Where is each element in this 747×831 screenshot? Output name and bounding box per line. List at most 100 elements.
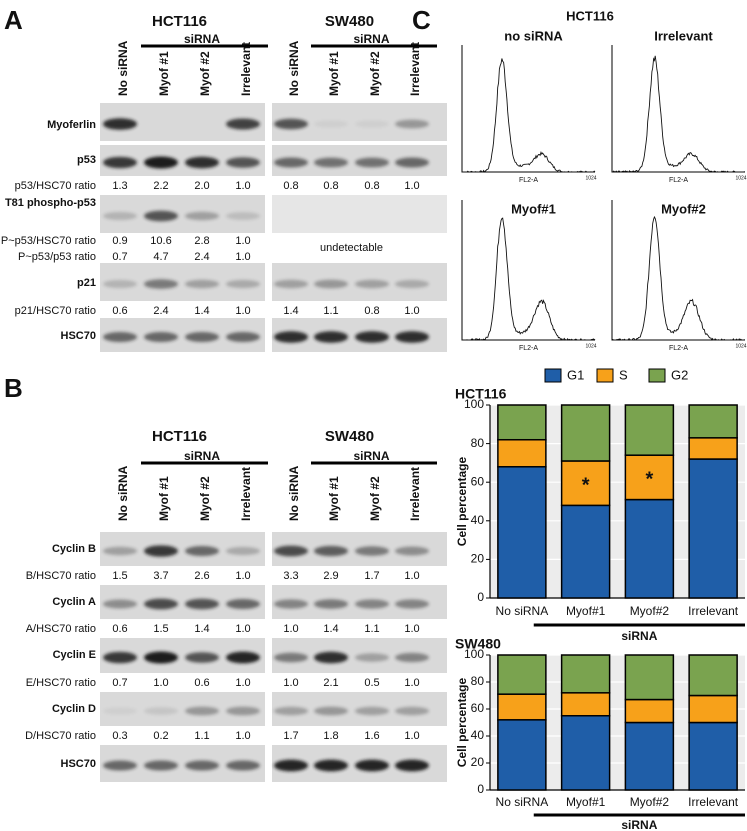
ratio-value: 1.0 <box>404 677 419 689</box>
bar-segment <box>688 404 738 439</box>
ratio-value: 1.1 <box>323 305 338 317</box>
bar-segment <box>688 437 738 460</box>
blot-band <box>103 651 137 664</box>
blot-band <box>274 706 308 716</box>
blot-band <box>144 598 178 610</box>
blot-band <box>355 706 389 716</box>
cell-line-title: HCT116 <box>152 428 207 445</box>
group-label: siRNA <box>621 629 657 643</box>
ratio-value: 0.2 <box>153 730 168 742</box>
blot-band <box>103 156 137 169</box>
blot-band <box>355 120 389 128</box>
y-tick-label: 100 <box>464 647 484 661</box>
histogram-xlabel: FL2-A <box>669 177 688 184</box>
ratio-value: 1.7 <box>364 570 379 582</box>
ratio-value: 1.0 <box>235 251 250 263</box>
blot-label: Cyclin A <box>52 596 96 608</box>
blot-band <box>226 212 260 220</box>
y-tick-label: 80 <box>471 674 485 688</box>
ratio-value: 1.5 <box>112 570 127 582</box>
legend-swatch <box>648 368 666 383</box>
ratio-value: 1.3 <box>112 180 127 192</box>
lane-label: Irrelevant <box>239 467 253 521</box>
ratio-value: 0.9 <box>112 235 127 247</box>
y-tick-label: 40 <box>471 513 485 527</box>
ratio-value: 2.1 <box>323 677 338 689</box>
ratio-value: 4.7 <box>153 251 168 263</box>
blot-band <box>185 760 219 771</box>
ratio-value: 0.8 <box>364 305 379 317</box>
blot-band <box>226 279 260 289</box>
blot-band <box>395 279 429 289</box>
blot-band <box>314 157 348 168</box>
ratio-value: 1.4 <box>323 623 338 635</box>
bar-segment <box>624 721 675 791</box>
bar-segment <box>497 719 547 791</box>
blot-band <box>103 280 137 288</box>
ratio-value: 2.4 <box>153 305 168 317</box>
blot-band <box>185 279 219 289</box>
ratio-value: 0.5 <box>364 677 379 689</box>
bar-segment <box>560 654 611 694</box>
blot-band <box>103 118 137 130</box>
blot-band <box>274 157 308 168</box>
x-tick-label: No siRNA <box>496 604 549 618</box>
ratio-label: p21/HSC70 ratio <box>15 305 96 317</box>
histogram-axes <box>461 200 595 341</box>
blot-band <box>274 599 308 609</box>
legend-label: S <box>619 367 628 382</box>
blot-band <box>395 652 429 663</box>
legend-label: G2 <box>671 367 688 382</box>
histogram-title: Irrelevant <box>654 28 713 43</box>
blot-band <box>185 546 219 556</box>
ratio-value: 0.8 <box>283 180 298 192</box>
ratio-value: 1.1 <box>364 623 379 635</box>
blot-label: p21 <box>77 277 96 289</box>
lane-label: Irrelevant <box>408 42 422 96</box>
x-tick-label: Myof#2 <box>630 604 670 618</box>
ratio-value: 1.0 <box>235 730 250 742</box>
ratio-value: 1.0 <box>235 305 250 317</box>
blot-label: HSC70 <box>61 758 96 770</box>
lane-label: No siRNA <box>287 465 301 521</box>
histogram-title: Myof#2 <box>661 201 706 216</box>
ratio-value: 2.9 <box>323 570 338 582</box>
ratio-value: 2.8 <box>194 235 209 247</box>
lane-label: Myof #2 <box>368 51 382 96</box>
histogram-curve <box>612 55 746 173</box>
lane-label: Myof #1 <box>327 51 341 96</box>
ratio-label: B/HSC70 ratio <box>26 570 96 582</box>
x-tick-label: Myof#1 <box>566 604 606 618</box>
lane-label: Irrelevant <box>408 467 422 521</box>
blot-band <box>355 653 389 662</box>
ratio-value: 1.0 <box>153 677 168 689</box>
histogram-xmax: 1024 <box>585 343 596 349</box>
ratio-value: 1.0 <box>235 623 250 635</box>
bar-segment <box>688 721 738 791</box>
ratio-value: 0.6 <box>112 305 127 317</box>
blot-band <box>144 651 178 664</box>
blot-band <box>395 706 429 716</box>
ratio-value: 1.0 <box>404 180 419 192</box>
bar-segment <box>497 404 547 441</box>
ratio-value: 1.0 <box>404 570 419 582</box>
blot-label: Myoferlin <box>47 119 96 131</box>
cell-line-title: HCT116 <box>152 13 207 30</box>
panel-letter: B <box>4 373 23 403</box>
panel-title: HCT116 <box>566 8 614 23</box>
blot-band <box>103 332 137 342</box>
blot-band <box>144 279 178 289</box>
ratio-value: 1.0 <box>235 570 250 582</box>
y-tick-label: 100 <box>464 397 484 411</box>
y-tick-label: 80 <box>471 436 485 450</box>
blot-band <box>226 706 260 716</box>
blot-band <box>226 546 260 556</box>
group-label: siRNA <box>353 449 389 463</box>
bar-segment <box>688 694 738 724</box>
histogram-axes <box>611 200 745 341</box>
ratio-value: 1.0 <box>404 730 419 742</box>
blot-label: Cyclin B <box>52 543 96 555</box>
bar-segment <box>560 715 611 791</box>
blot-band <box>395 157 429 168</box>
histogram-axes <box>611 45 745 173</box>
